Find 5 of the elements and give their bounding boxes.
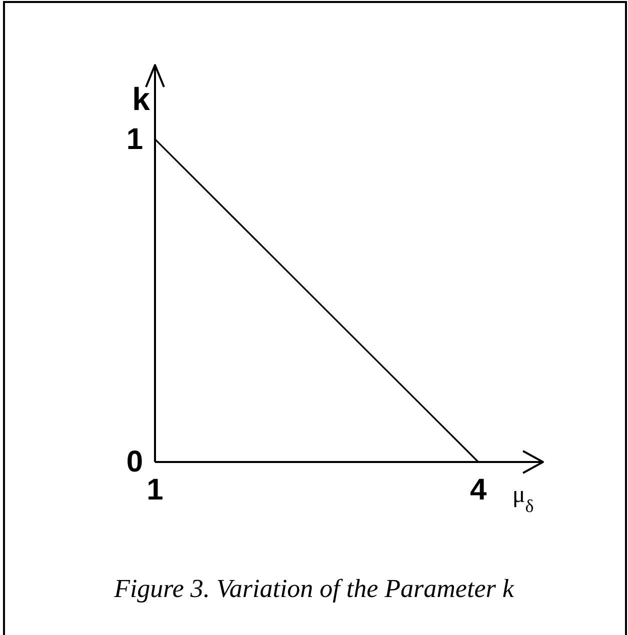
y-axis-title: k bbox=[132, 81, 150, 117]
x-tick-label: 4 bbox=[470, 473, 487, 506]
text: Figure 3. Variation of the Parameter k bbox=[113, 574, 514, 603]
y-tick-label: 0 bbox=[126, 446, 143, 479]
x-axis-title: μ$_{δ}$ bbox=[512, 482, 534, 516]
